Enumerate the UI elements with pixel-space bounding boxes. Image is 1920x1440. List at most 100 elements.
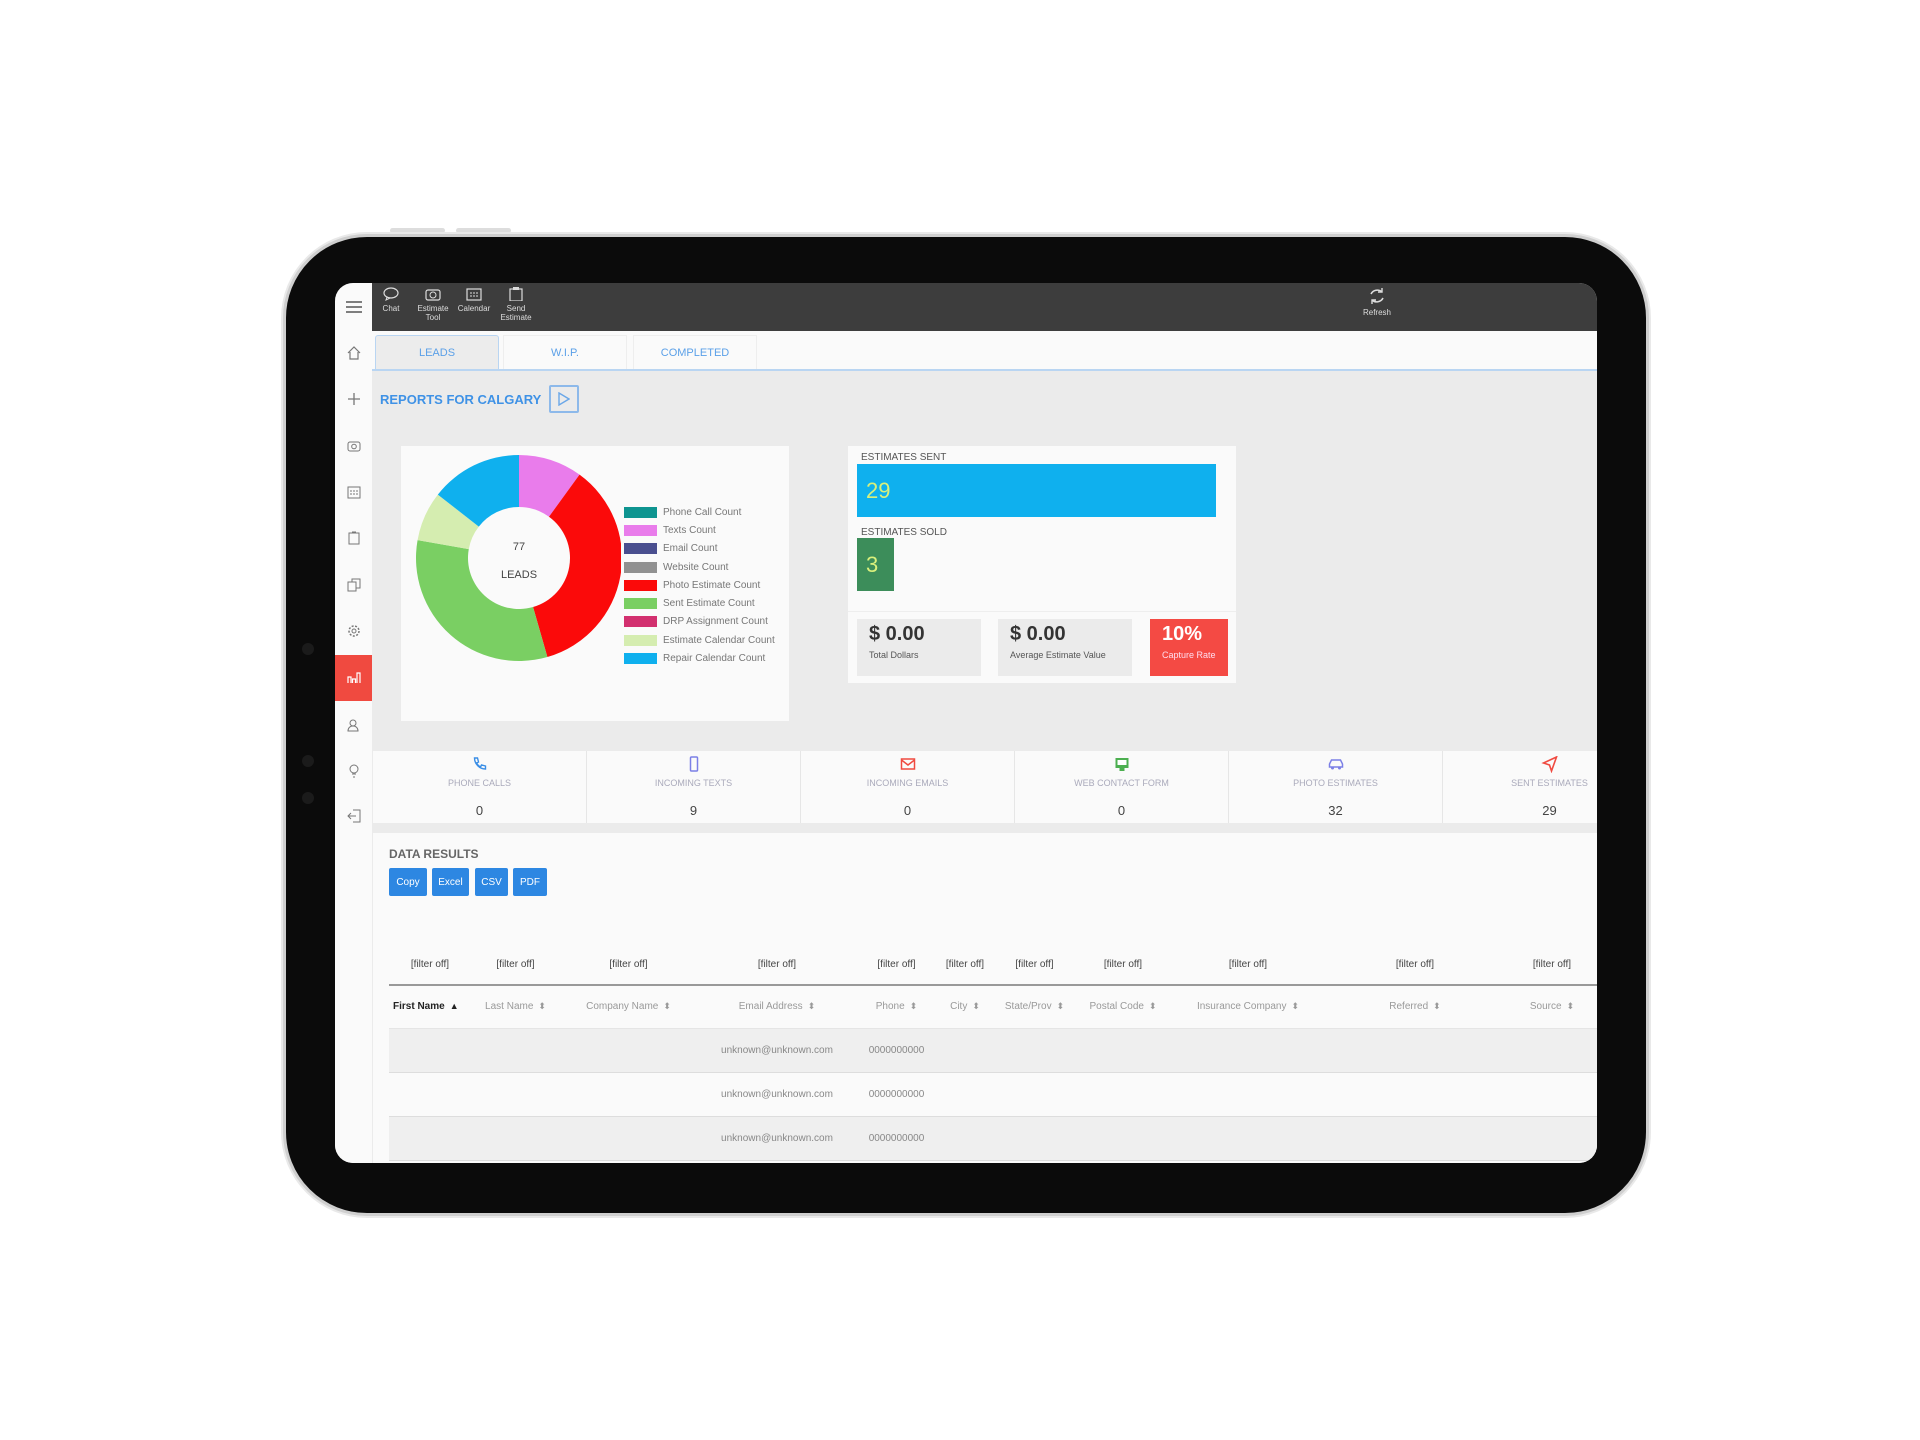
column-header[interactable]: Postal Code ⬍ [1075,985,1171,1029]
column-header[interactable]: State/Prov ⬍ [994,985,1075,1029]
chat-label: Chat [382,304,400,313]
table-cell [471,1116,560,1161]
hamburger-icon [345,301,362,313]
stat-incoming-texts: INCOMING TEXTS 9 [587,751,801,823]
column-header[interactable]: City ⬍ [936,985,994,1029]
calendar-button[interactable]: Calendar [452,287,496,313]
legend-swatch [624,561,657,573]
donut-slice-estimate-calendar-count[interactable] [417,494,479,550]
table-cell [1325,1028,1505,1073]
column-filter[interactable]: [filter off] [1075,945,1171,986]
phone-icon [473,757,486,770]
column-filter[interactable]: [filter off] [1171,945,1325,986]
table-row[interactable]: unknown@unknown.com 0000000000 [389,1072,1597,1117]
sort-icon: ⬍ [663,1001,671,1012]
column-header[interactable]: First Name ▲ [389,985,471,1029]
column-header[interactable]: Referred ⬍ [1325,985,1505,1029]
menu-button[interactable] [335,283,372,331]
power-button [456,228,511,233]
capture-rate-box: 10% Capture Rate [1150,619,1228,676]
table-cell [994,1028,1075,1073]
legend-item[interactable]: Photo Estimate Count [624,576,775,594]
column-filter[interactable]: [filter off] [389,945,471,986]
sidebar-item-reports[interactable] [335,655,372,701]
legend-label: Sent Estimate Count [663,598,755,610]
sidebar-item-home[interactable] [335,330,372,376]
csv-button[interactable]: CSV [475,868,508,896]
legend-item[interactable]: Website Count [624,558,775,576]
stat-value: 0 [1117,803,1126,818]
clipboard-icon [509,287,523,301]
car-icon [1328,759,1343,770]
legend-label: Website Count [663,561,729,573]
legend-item[interactable]: Estimate Calendar Count [624,631,775,649]
tab-completed[interactable]: COMPLETED [633,335,757,369]
column-filter[interactable]: [filter off] [471,945,560,986]
legend-swatch [624,598,657,610]
column-header[interactable]: Phone ⬍ [857,985,936,1029]
table-cell: 0000000000 [857,1116,936,1161]
play-button[interactable] [549,385,580,413]
excel-button[interactable]: Excel [432,868,469,896]
column-header[interactable]: Company Name ⬍ [560,985,697,1029]
sidebar-item-add[interactable] [335,376,372,422]
sidebar-item-clipboard[interactable] [335,515,372,561]
sidebar-item-documents[interactable] [335,562,372,608]
legend-swatch [624,579,657,591]
capture-rate-label: Capture Rate [1162,650,1216,660]
reports-header: REPORTS FOR CALGARY [380,385,580,413]
table-row[interactable]: unknown@unknown.com 0000000000 [389,1028,1597,1073]
table-cell: unknown@unknown.com [697,1116,857,1161]
legend-item[interactable]: Repair Calendar Count [624,649,775,667]
pdf-button[interactable]: PDF [513,868,547,896]
column-filter[interactable]: [filter off] [857,945,936,986]
legend-item[interactable]: Texts Count [624,521,775,539]
page-title: REPORTS FOR CALGARY [380,391,542,407]
table-row[interactable]: unknown@unknown.com 0000000000 [389,1116,1597,1161]
legend-swatch [624,616,657,628]
users-icon [346,719,359,732]
sidebar-item-users[interactable] [335,702,372,748]
stat-label: SENT ESTIMATES [1511,778,1588,788]
send-estimate-button[interactable]: Send Estimate [494,287,538,322]
sidebar-item-logout[interactable] [335,793,372,839]
column-header[interactable]: Source ⬍ [1505,985,1597,1029]
stat-label: INCOMING EMAILS [866,778,949,788]
column-filter[interactable]: [filter off] [1325,945,1505,986]
donut-slice-texts-count[interactable] [519,455,580,517]
sidebar-item-ideas[interactable] [335,748,372,794]
column-header[interactable]: Email Address ⬍ [697,985,857,1029]
tab-leads[interactable]: LEADS [375,335,499,369]
estimates-sold-bar: 3 [857,538,895,591]
column-header-label: First Name [393,1001,445,1013]
estimate-tool-button[interactable]: Estimate Tool [411,287,455,322]
sidebar-item-settings[interactable] [335,608,372,654]
sidebar-item-calendar[interactable] [335,469,372,515]
donut-slice-sent-estimate-count[interactable] [416,540,548,661]
sidebar-item-camera[interactable] [335,423,372,469]
refresh-button[interactable]: Refresh [1355,287,1399,317]
column-filter[interactable]: [filter off] [936,945,994,986]
table-cell [1325,1116,1505,1161]
camera-icon [425,289,441,301]
column-header-label: Insurance Company [1196,1001,1287,1013]
column-header[interactable]: Last Name ⬍ [471,985,560,1029]
legend-item[interactable]: Phone Call Count [624,503,775,521]
donut-slice-photo-estimate-count[interactable] [533,474,621,658]
legend-label: Repair Calendar Count [663,653,766,665]
legend-item[interactable]: Sent Estimate Count [624,594,775,612]
calendar-icon [466,288,482,301]
column-header[interactable]: Insurance Company ⬍ [1171,985,1325,1029]
chat-button[interactable]: Chat [369,287,413,313]
legend-swatch [624,524,657,536]
column-filter[interactable]: [filter off] [994,945,1075,986]
legend-item[interactable]: DRP Assignment Count [624,613,775,631]
column-filter[interactable]: [filter off] [560,945,697,986]
donut-slice-repair-calendar-count[interactable] [437,455,519,527]
camera-icon [347,441,360,452]
legend-item[interactable]: Email Count [624,540,775,558]
column-filter[interactable]: [filter off] [697,945,857,986]
copy-button[interactable]: Copy [389,868,427,896]
tab-wip[interactable]: W.I.P. [503,335,627,369]
column-filter[interactable]: [filter off] [1505,945,1597,986]
